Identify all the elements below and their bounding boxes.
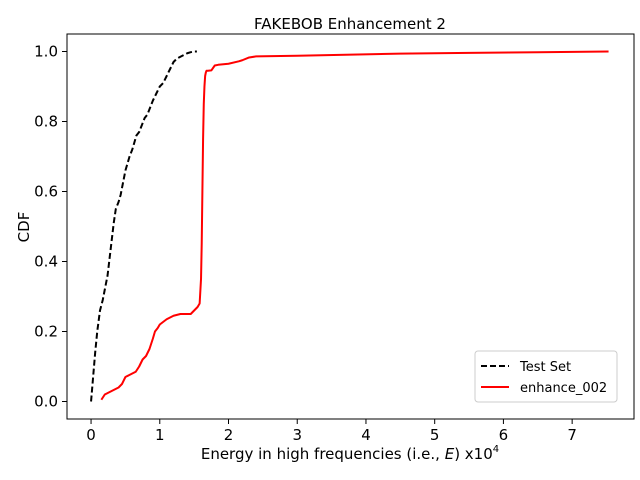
y-tick-label: 0.0 — [34, 393, 58, 411]
x-axis-label-prefix: Energy in high frequencies (i.e., — [201, 445, 445, 463]
y-axis-label: CDF — [15, 212, 33, 243]
x-axis-ticks: 0 1 2 3 4 5 6 7 — [86, 419, 577, 444]
legend-box — [474, 350, 618, 403]
x-tick-label: 6 — [499, 426, 509, 444]
series-layer — [90, 50, 609, 402]
series-line-enhance-002 — [100, 50, 609, 401]
y-tick-label: 0.2 — [34, 323, 58, 341]
x-tick-label: 5 — [430, 426, 440, 444]
legend-label-enhance-002: enhance_002 — [520, 381, 607, 396]
series-line-test-set — [90, 50, 197, 402]
y-tick-label: 0.6 — [34, 183, 58, 201]
legend-label-test-set: Test Set — [519, 360, 571, 375]
x-axis-label: Energy in high frequencies (i.e., E) x10… — [201, 444, 499, 463]
x-tick-label: 2 — [224, 426, 234, 444]
chart-title: FAKEBOB Enhancement 2 — [254, 15, 446, 33]
x-tick-label: 1 — [155, 426, 165, 444]
y-tick-label: 1.0 — [34, 43, 58, 61]
x-tick-label: 3 — [292, 426, 302, 444]
y-tick-label: 0.4 — [34, 253, 58, 271]
x-axis-label-suffix: ) x10 — [454, 445, 493, 463]
y-tick-label: 0.8 — [34, 113, 58, 131]
x-tick-label: 7 — [567, 426, 577, 444]
x-axis-label-exp: 4 — [493, 444, 499, 455]
y-axis-ticks: 0.0 0.2 0.4 0.6 0.8 1.0 — [34, 43, 67, 411]
x-axis-label-var: E — [445, 445, 455, 463]
plot-frame — [66, 33, 635, 420]
x-tick-label: 4 — [361, 426, 371, 444]
legend: Test Set enhance_002 — [474, 350, 618, 403]
plot-area — [66, 33, 635, 420]
x-tick-label: 0 — [86, 426, 96, 444]
